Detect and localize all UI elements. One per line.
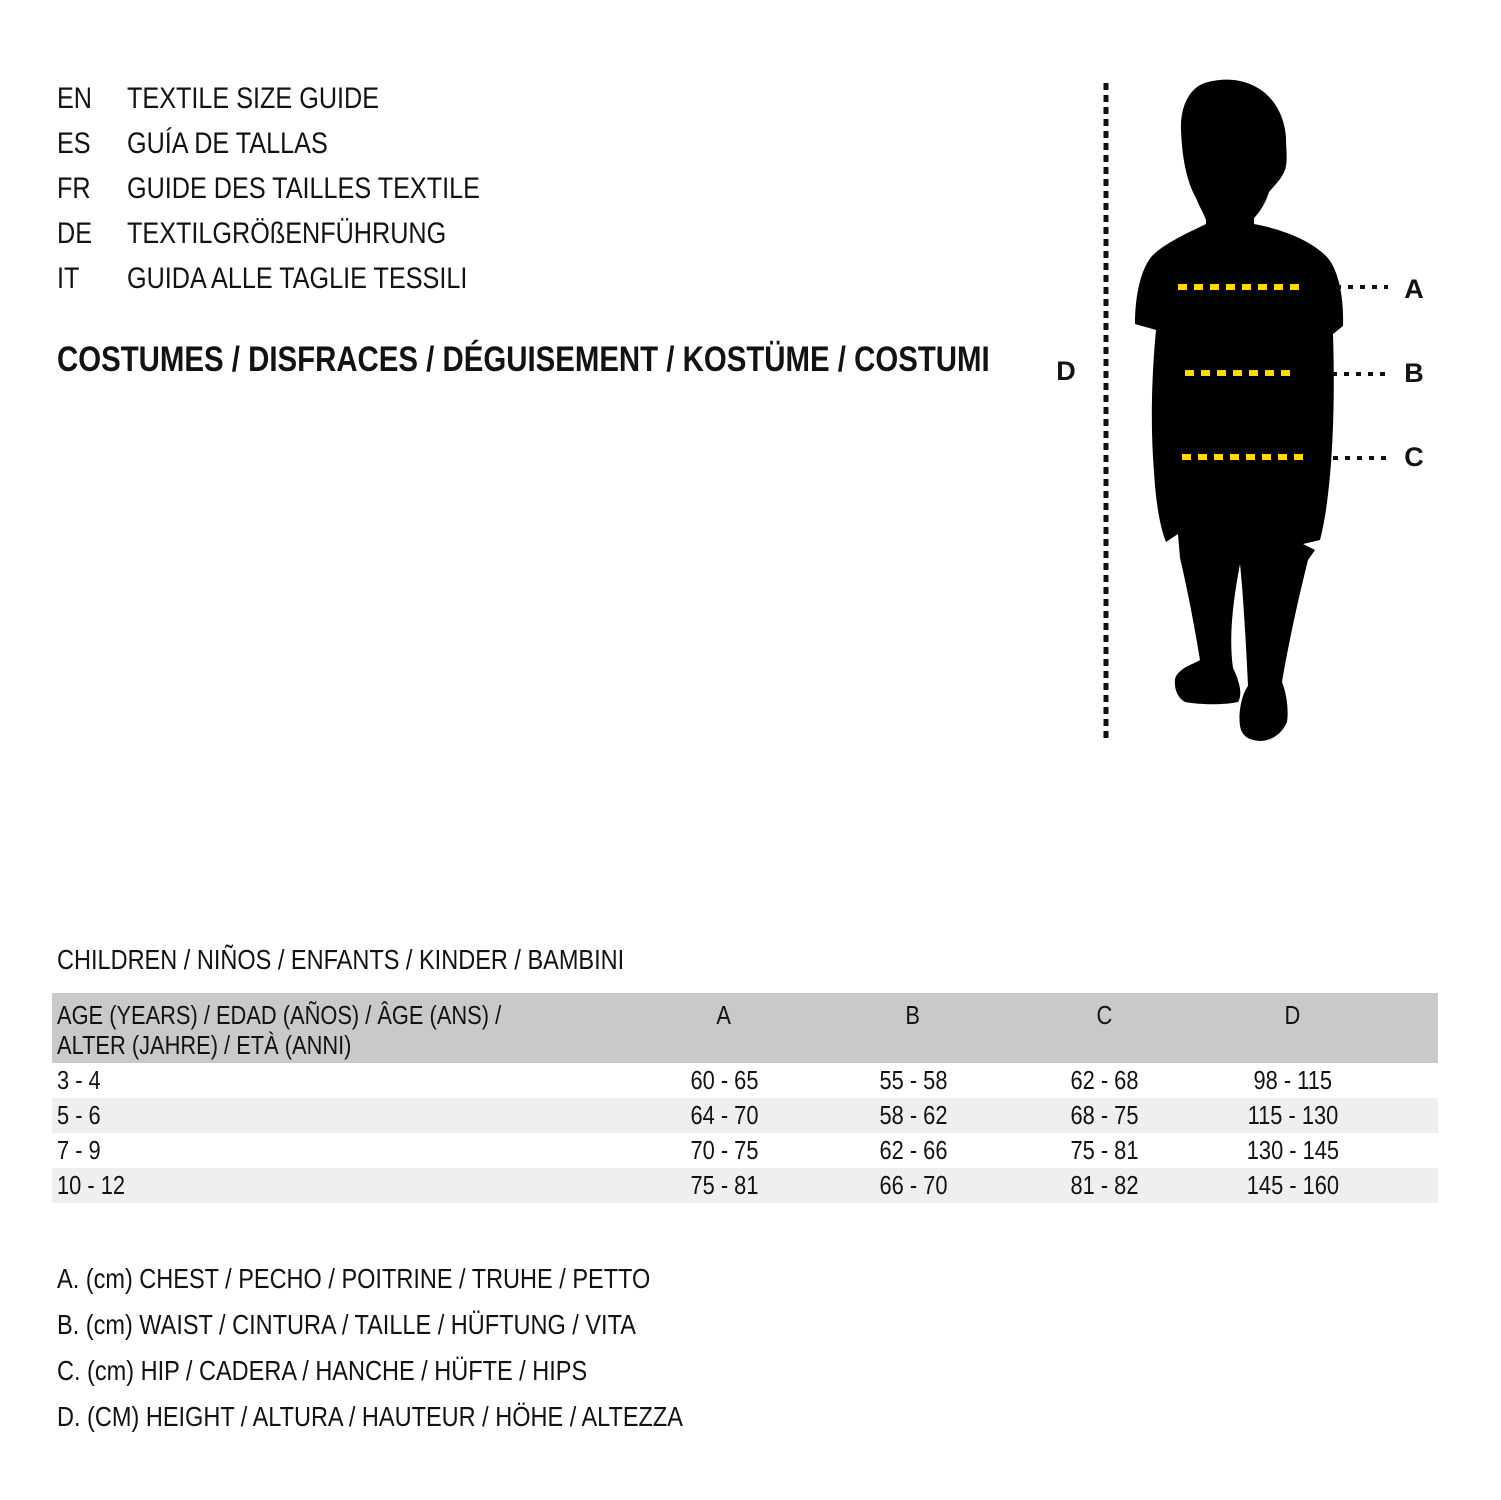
size-table: AGE (YEARS) / EDAD (AÑOS) / ÂGE (ANS) / … [52, 993, 1438, 1203]
language-row: IT GUIDA ALLE TAGLIE TESSILI [57, 256, 547, 301]
column-header-d-text: D [1284, 1000, 1301, 1030]
column-header-b: B [818, 993, 1008, 1063]
column-header-a-text: A [716, 1000, 732, 1030]
label-height: D [1056, 356, 1076, 386]
table-row: 3 - 4 60 - 65 55 - 58 62 - 68 98 - 115 [52, 1063, 1438, 1098]
hip-cell: 81 - 82 [1008, 1168, 1200, 1203]
waist-cell: 55 - 58 [818, 1063, 1008, 1098]
language-code: EN [57, 81, 93, 115]
child-silhouette-figure [1103, 79, 1388, 742]
header-filler-cell [1385, 993, 1438, 1063]
table-row: 10 - 12 75 - 81 66 - 70 81 - 82 145 - 16… [52, 1168, 1438, 1203]
hip-cell: 62 - 68 [1008, 1063, 1200, 1098]
age-header-line2: ALTER (JAHRE) / ETÀ (ANNI) [57, 1030, 352, 1060]
row-filler-cell [1385, 1133, 1438, 1168]
language-row: EN TEXTILE SIZE GUIDE [57, 76, 547, 121]
legend-hip-text: C. (cm) HIP / CADERA / HANCHE / HÜFTE / … [57, 1355, 588, 1386]
waist-cell: 62 - 66 [818, 1133, 1008, 1168]
chest-cell: 75 - 81 [630, 1168, 818, 1203]
language-title: GUIDA ALLE TAGLIE TESSILI [127, 261, 468, 295]
height-value: 115 - 130 [1247, 1100, 1338, 1130]
age-value: 10 - 12 [57, 1170, 126, 1200]
language-code: FR [57, 171, 91, 205]
legend-height-text: D. (CM) HEIGHT / ALTURA / HAUTEUR / HÖHE… [57, 1401, 683, 1432]
hip-cell: 68 - 75 [1008, 1098, 1200, 1133]
age-cell: 10 - 12 [52, 1168, 630, 1203]
age-cell: 5 - 6 [52, 1098, 630, 1133]
size-figure [1090, 72, 1430, 762]
height-value: 98 - 115 [1253, 1065, 1332, 1095]
label-waist: B [1404, 358, 1424, 388]
chest-value: 75 - 81 [689, 1170, 758, 1200]
category-heading-text: COSTUMES / DISFRACES / DÉGUISEMENT / KOS… [57, 340, 990, 379]
hip-value: 68 - 75 [1069, 1100, 1138, 1130]
age-value: 7 - 9 [57, 1135, 101, 1165]
row-filler-cell [1385, 1063, 1438, 1098]
table-section-title-text: CHILDREN / NIÑOS / ENFANTS / KINDER / BA… [57, 944, 625, 975]
age-value: 5 - 6 [57, 1100, 101, 1130]
chest-cell: 70 - 75 [630, 1133, 818, 1168]
measurement-legend: A. (cm) CHEST / PECHO / POITRINE / TRUHE… [57, 1256, 802, 1440]
legend-waist-text: B. (cm) WAIST / CINTURA / TAILLE / HÜFTU… [57, 1309, 636, 1340]
column-header-a: A [630, 993, 818, 1063]
chest-value: 60 - 65 [689, 1065, 758, 1095]
age-header-cell: AGE (YEARS) / EDAD (AÑOS) / ÂGE (ANS) / … [52, 993, 630, 1063]
column-header-c: C [1008, 993, 1200, 1063]
label-chest: A [1404, 274, 1424, 304]
waist-value: 62 - 66 [878, 1135, 947, 1165]
chest-value: 64 - 70 [689, 1100, 758, 1130]
table-header-row: AGE (YEARS) / EDAD (AÑOS) / ÂGE (ANS) / … [52, 993, 1438, 1063]
age-cell: 3 - 4 [52, 1063, 630, 1098]
language-title: TEXTILGRÖßENFÜHRUNG [127, 216, 447, 250]
waist-value: 58 - 62 [878, 1100, 947, 1130]
table-row: 7 - 9 70 - 75 62 - 66 75 - 81 130 - 145 [52, 1133, 1438, 1168]
language-row: FR GUIDE DES TAILLES TEXTILE [57, 166, 547, 211]
legend-chest: A. (cm) CHEST / PECHO / POITRINE / TRUHE… [57, 1256, 802, 1302]
hip-value: 75 - 81 [1069, 1135, 1138, 1165]
waist-value: 66 - 70 [878, 1170, 947, 1200]
child-silhouette [1135, 79, 1344, 742]
language-row: ES GUÍA DE TALLAS [57, 121, 547, 166]
height-cell: 98 - 115 [1200, 1063, 1385, 1098]
chest-value: 70 - 75 [689, 1135, 758, 1165]
language-title: GUÍA DE TALLAS [127, 126, 328, 160]
language-title: GUIDE DES TAILLES TEXTILE [127, 171, 480, 205]
hip-cell: 75 - 81 [1008, 1133, 1200, 1168]
column-header-c-text: C [1096, 1000, 1112, 1030]
language-code: ES [57, 126, 91, 160]
height-value: 130 - 145 [1246, 1135, 1339, 1165]
language-code: IT [57, 261, 80, 295]
height-cell: 130 - 145 [1200, 1133, 1385, 1168]
height-cell: 145 - 160 [1200, 1168, 1385, 1203]
height-cell: 115 - 130 [1200, 1098, 1385, 1133]
row-filler-cell [1385, 1168, 1438, 1203]
column-header-d: D [1200, 993, 1385, 1063]
legend-chest-text: A. (cm) CHEST / PECHO / POITRINE / TRUHE… [57, 1263, 651, 1294]
language-title: TEXTILE SIZE GUIDE [127, 81, 380, 115]
chest-cell: 64 - 70 [630, 1098, 818, 1133]
chest-cell: 60 - 65 [630, 1063, 818, 1098]
age-header-line1: AGE (YEARS) / EDAD (AÑOS) / ÂGE (ANS) / [57, 1000, 502, 1030]
row-filler-cell [1385, 1098, 1438, 1133]
table-section-title: CHILDREN / NIÑOS / ENFANTS / KINDER / BA… [57, 944, 732, 976]
waist-cell: 58 - 62 [818, 1098, 1008, 1133]
height-value: 145 - 160 [1246, 1170, 1339, 1200]
waist-value: 55 - 58 [878, 1065, 947, 1095]
age-cell: 7 - 9 [52, 1133, 630, 1168]
language-row: DE TEXTILGRÖßENFÜHRUNG [57, 211, 547, 256]
language-title-list: EN TEXTILE SIZE GUIDE ES GUÍA DE TALLAS … [57, 76, 547, 301]
legend-hip: C. (cm) HIP / CADERA / HANCHE / HÜFTE / … [57, 1348, 802, 1394]
category-heading: COSTUMES / DISFRACES / DÉGUISEMENT / KOS… [57, 340, 1167, 380]
column-header-b-text: B [905, 1000, 921, 1030]
label-hip: C [1404, 442, 1424, 472]
language-code: DE [57, 216, 93, 250]
hip-value: 62 - 68 [1069, 1065, 1138, 1095]
age-value: 3 - 4 [57, 1065, 101, 1095]
legend-waist: B. (cm) WAIST / CINTURA / TAILLE / HÜFTU… [57, 1302, 802, 1348]
legend-height: D. (CM) HEIGHT / ALTURA / HAUTEUR / HÖHE… [57, 1394, 802, 1440]
waist-cell: 66 - 70 [818, 1168, 1008, 1203]
table-row: 5 - 6 64 - 70 58 - 62 68 - 75 115 - 130 [52, 1098, 1438, 1133]
hip-value: 81 - 82 [1069, 1170, 1138, 1200]
